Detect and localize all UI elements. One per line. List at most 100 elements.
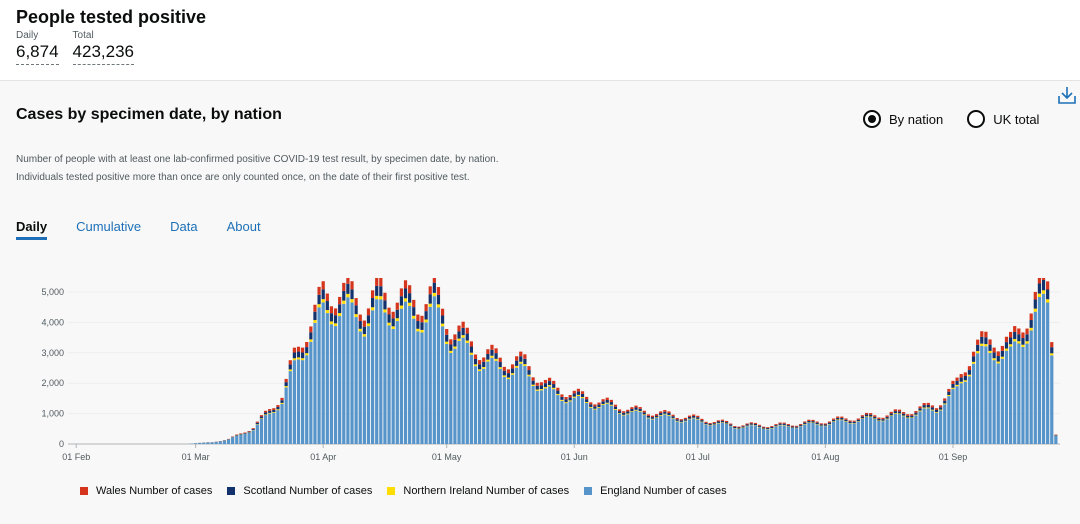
bar-segment [1021, 346, 1025, 444]
bar-segment [1021, 344, 1025, 347]
bar-segment [527, 374, 531, 377]
bar-segment [428, 306, 432, 444]
bar-segment [827, 424, 832, 444]
legend-item[interactable]: Northern Ireland Number of cases [387, 485, 569, 497]
bar-segment [1041, 279, 1046, 291]
bar-segment [589, 406, 593, 408]
bar-segment [506, 379, 511, 444]
bar-segment [708, 425, 712, 444]
bar-segment [280, 402, 284, 404]
bar-segment [502, 376, 506, 444]
bar-segment [420, 332, 424, 444]
bar-segment [984, 344, 988, 347]
bar-segment [906, 418, 910, 444]
bar-segment [395, 302, 399, 310]
bar-segment [700, 418, 704, 421]
legend-item[interactable]: Wales Number of cases [80, 485, 212, 497]
bar-segment [1033, 311, 1037, 444]
tab-cumulative[interactable]: Cumulative [76, 219, 142, 234]
bar-segment [568, 401, 572, 444]
x-axis-ticks: 01 Feb 01 Mar 01 Apr 01 May 01 Jun 01 Jul 01 A… [62, 444, 967, 462]
legend-item[interactable]: England Number of cases [584, 485, 727, 497]
bar-segment [926, 407, 930, 409]
bar-segment [947, 396, 951, 444]
tab-daily[interactable]: Daily [16, 219, 48, 240]
bar-segment [506, 373, 511, 378]
bar-segment [799, 424, 803, 426]
bar-segment [535, 389, 539, 391]
bar-segment [564, 403, 568, 444]
radio-selected-icon[interactable] [863, 110, 881, 128]
bar-segment [708, 422, 712, 425]
bar-segment [827, 422, 832, 424]
bar-segment [712, 424, 716, 444]
y-tick-label: 5,000 [41, 287, 64, 297]
bar-segment [716, 421, 720, 423]
bar-segment [655, 417, 659, 444]
bar-segment [980, 336, 984, 344]
bar-segment [515, 365, 519, 368]
bar-segment [597, 404, 601, 408]
radio-uk-total[interactable]: UK total [967, 110, 1039, 128]
bar-segment [803, 424, 807, 444]
card-title: Cases by specimen date, by nation [16, 106, 282, 123]
bar-segment [815, 421, 819, 423]
daily-value: 6,874 [16, 42, 59, 65]
bar-segment [646, 415, 650, 418]
bar-segment [696, 419, 700, 444]
radio-unselected-icon[interactable] [967, 110, 986, 128]
bar-segment [947, 391, 951, 395]
bar-segment [436, 304, 441, 308]
bar-segment [370, 298, 375, 308]
radio-uk-total-label: UK total [993, 111, 1040, 127]
legend-item[interactable]: Scotland Number of cases [227, 485, 372, 497]
bar-segment [564, 402, 568, 404]
bar-segment [1025, 341, 1029, 344]
bar-segment [564, 399, 568, 403]
bar-segment [984, 331, 988, 338]
bar-segment [399, 308, 404, 444]
bar-segment [272, 412, 276, 444]
tab-about[interactable]: About [226, 219, 261, 234]
total-stat[interactable]: Total 423,236 [72, 30, 134, 65]
bar-segment [757, 425, 762, 427]
daily-stat[interactable]: Daily 6,874 [16, 30, 59, 65]
bar-segment [930, 410, 935, 444]
bar-segment [642, 412, 646, 415]
bar-segment [370, 307, 375, 311]
bar-segment [226, 439, 231, 444]
bar-segment [531, 380, 535, 385]
bar-segment [934, 412, 939, 413]
bar-segment [1029, 313, 1033, 321]
bar-segment [613, 409, 618, 444]
bar-segment [338, 313, 342, 317]
bar-segment [762, 427, 766, 429]
bar-segment [292, 352, 296, 359]
bar-segment [774, 424, 778, 426]
download-icon[interactable] [1057, 85, 1077, 105]
bar-segment [243, 433, 247, 434]
tab-data[interactable]: Data [170, 219, 198, 234]
bar-segment [873, 419, 877, 444]
bar-segment [885, 419, 889, 444]
bar-segment [622, 412, 626, 415]
bar-segment [934, 409, 939, 413]
bar-segment [963, 380, 967, 382]
bar-segment [502, 370, 506, 376]
bar-segment [692, 418, 696, 444]
legend-label: Scotland Number of cases [243, 485, 373, 497]
y-tick-label: 1,000 [41, 409, 64, 419]
bar-segment [893, 413, 897, 444]
bar-segment [556, 390, 560, 394]
bar-segment [844, 419, 848, 422]
bar-segment [399, 305, 404, 309]
bar-segment [494, 348, 498, 354]
radio-by-nation[interactable]: By nation [863, 110, 943, 128]
bar-segment [762, 426, 766, 428]
bar-segment [864, 416, 869, 444]
bar-segment [296, 346, 301, 352]
bar-segment [333, 315, 338, 324]
bar-segment [383, 312, 387, 444]
bar-segment [342, 303, 346, 444]
bar-segment [1009, 331, 1013, 338]
